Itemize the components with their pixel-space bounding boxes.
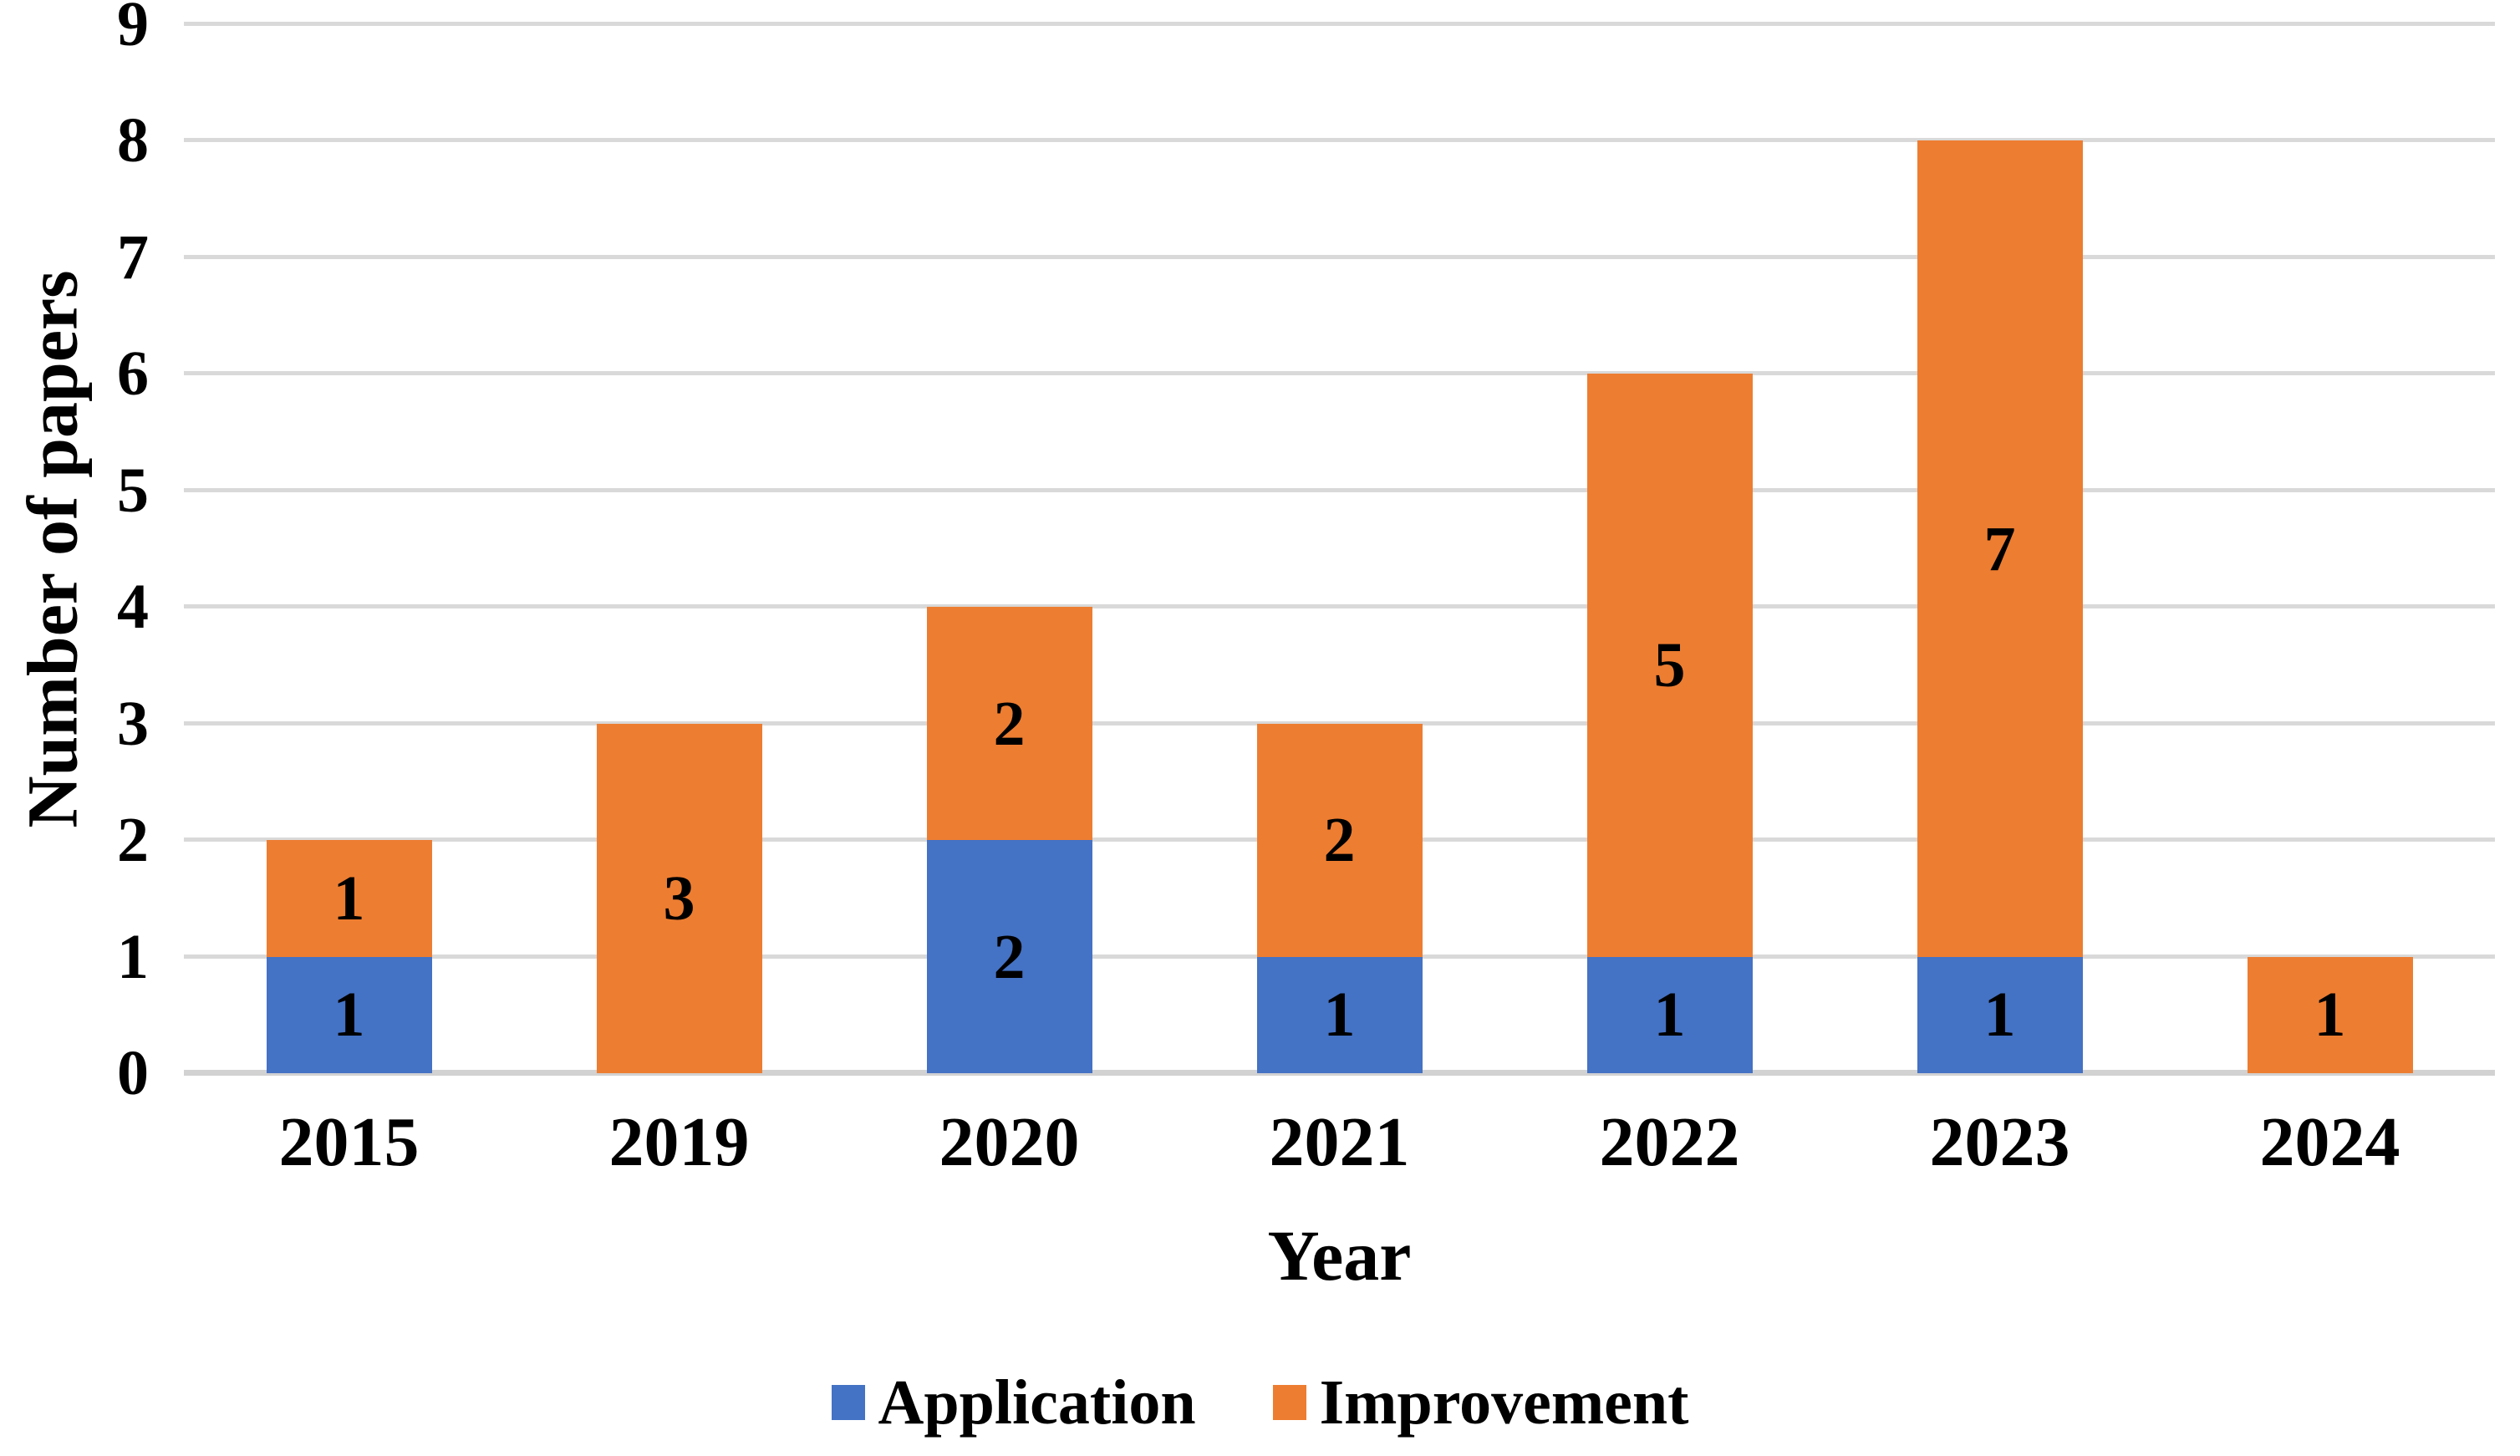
x-tick-label-2020: 2020 xyxy=(939,1103,1080,1181)
y-tick-label-1: 1 xyxy=(117,921,149,992)
data-label-2015-application: 1 xyxy=(333,980,365,1051)
y-tick-label-3: 3 xyxy=(117,688,149,759)
data-label-2019-improvement: 3 xyxy=(663,863,695,934)
improvement-series-swatch-icon xyxy=(1272,1385,1306,1420)
application-series-swatch-icon xyxy=(831,1385,865,1420)
y-tick-label-5: 5 xyxy=(117,455,149,526)
gridline-y-3 xyxy=(184,720,2495,725)
y-tick-label-9: 9 xyxy=(117,0,149,59)
gridline-y-7 xyxy=(184,254,2495,259)
bar-2020-improvement xyxy=(926,607,1092,841)
data-label-2021-application: 1 xyxy=(1323,980,1356,1051)
data-label-2022-application: 1 xyxy=(1653,980,1686,1051)
x-tick-label-2015: 2015 xyxy=(278,1103,420,1181)
x-tick-label-2024: 2024 xyxy=(2259,1103,2400,1181)
data-label-2022-improvement: 5 xyxy=(1653,629,1686,700)
x-tick-label-2023: 2023 xyxy=(1929,1103,2070,1181)
bar-2020-application xyxy=(926,840,1092,1073)
data-label-2023-application: 1 xyxy=(1983,980,2016,1051)
x-tick-label-2021: 2021 xyxy=(1269,1103,1410,1181)
legend-item-improvement: Improvement xyxy=(1272,1367,1689,1438)
y-tick-label-2: 2 xyxy=(117,805,149,876)
y-tick-label-7: 7 xyxy=(117,221,149,293)
bar-2021-application xyxy=(1256,956,1423,1073)
chart-legend: Application Improvement xyxy=(0,1361,2520,1444)
gridline-y-4 xyxy=(184,604,2495,609)
y-tick-label-0: 0 xyxy=(117,1038,149,1108)
y-tick-label-8: 8 xyxy=(117,105,149,176)
y-tick-label-6: 6 xyxy=(117,339,149,410)
gridline-y-6 xyxy=(184,371,2495,376)
legend-item-application: Application xyxy=(831,1367,1196,1438)
bar-2015-application xyxy=(266,956,432,1073)
x-axis-title: Year xyxy=(1267,1215,1412,1296)
bar-2024-improvement xyxy=(2247,956,2413,1073)
bar-2021-improvement xyxy=(1256,723,1423,957)
bar-2023-improvement xyxy=(1917,140,2083,957)
y-tick-label-4: 4 xyxy=(117,572,149,643)
legend-label-improvement: Improvement xyxy=(1319,1367,1689,1438)
bar-2023-application xyxy=(1917,956,2083,1073)
bar-2015-improvement xyxy=(266,840,432,957)
gridline-y-5 xyxy=(184,487,2495,492)
x-tick-label-2022: 2022 xyxy=(1599,1103,1740,1181)
data-label-2023-improvement: 7 xyxy=(1983,513,2016,584)
gridline-y-8 xyxy=(184,138,2495,143)
data-label-2015-improvement: 1 xyxy=(333,863,365,934)
data-label-2024-improvement: 1 xyxy=(2314,980,2346,1051)
bar-2022-application xyxy=(1586,956,1753,1073)
legend-label-application: Application xyxy=(878,1367,1196,1438)
bar-2019-improvement xyxy=(596,723,762,1073)
bar-2022-improvement xyxy=(1586,374,1753,957)
gridline-y-9 xyxy=(184,22,2495,26)
data-label-2021-improvement: 2 xyxy=(1323,805,1356,876)
data-label-2020-application: 2 xyxy=(993,921,1026,992)
x-tick-label-2019: 2019 xyxy=(608,1103,750,1181)
data-label-2020-improvement: 2 xyxy=(993,688,1026,759)
